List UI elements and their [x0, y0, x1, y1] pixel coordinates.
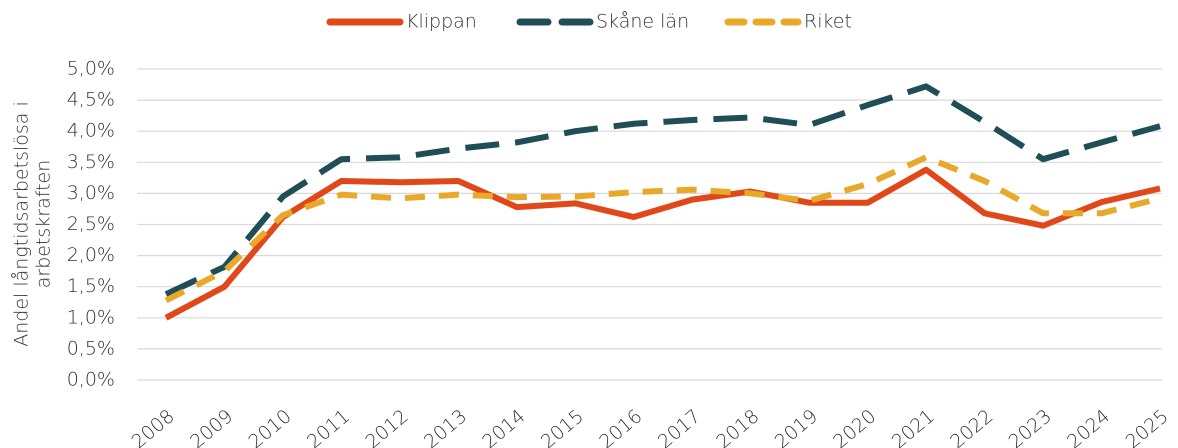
x-tick-label: 2015	[537, 405, 588, 448]
x-tick-label: 2009	[186, 405, 237, 448]
series-line	[164, 154, 1161, 304]
series-line	[164, 166, 1161, 321]
y-tick-label: 0,5%	[67, 337, 115, 359]
y-tick-label: 3,5%	[67, 151, 115, 173]
x-tick-label: 2008	[128, 405, 179, 448]
y-tick-label: 4,5%	[67, 89, 115, 111]
x-tick-label: 2023	[1005, 405, 1056, 448]
legend-label: Skåne län	[596, 11, 689, 33]
x-tick-label: 2020	[829, 405, 880, 448]
y-tick-label: 2,5%	[67, 213, 115, 235]
x-tick-label: 2012	[361, 405, 412, 448]
y-tick-label: 1,0%	[67, 306, 115, 328]
x-tick-label: 2025	[1122, 405, 1173, 448]
y-axis-label: Andel långtidsarbetslösa i	[11, 101, 33, 346]
x-tick-label: 2019	[771, 405, 822, 448]
y-tick-label: 0,0%	[67, 369, 115, 391]
x-tick-label: 2021	[888, 405, 939, 448]
x-tick-label: 2022	[946, 405, 997, 448]
y-tick-label: 1,5%	[67, 275, 115, 297]
y-axis-label: arbetskraften	[33, 160, 55, 289]
x-tick-label: 2011	[303, 405, 354, 448]
x-tick-label: 2017	[654, 405, 705, 448]
y-tick-label: 3,0%	[67, 182, 115, 204]
legend-label: Klippan	[406, 11, 477, 33]
y-tick-label: 5,0%	[67, 58, 115, 80]
x-tick-label: 2016	[595, 405, 646, 448]
legend-label: Riket	[804, 11, 852, 33]
x-tick-label: 2010	[245, 405, 296, 448]
y-tick-label: 4,0%	[67, 120, 115, 142]
x-tick-label: 2018	[712, 405, 763, 448]
x-tick-label: 2014	[478, 405, 529, 448]
y-tick-label: 2,0%	[67, 244, 115, 266]
x-tick-label: 2024	[1063, 405, 1114, 448]
x-tick-label: 2013	[420, 405, 471, 448]
series-line	[164, 83, 1161, 297]
